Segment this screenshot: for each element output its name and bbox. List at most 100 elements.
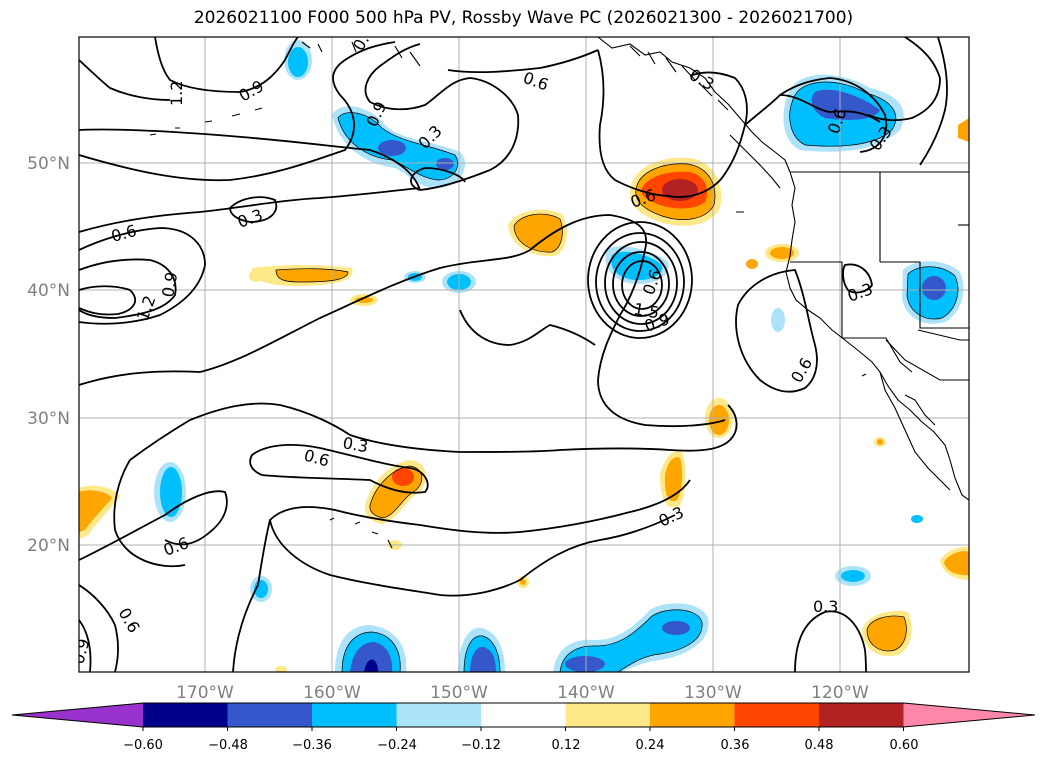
neg-blob [378, 140, 406, 156]
colorbar-tick-label: 0.36 [721, 738, 750, 753]
contour-0.3-bend [459, 309, 596, 346]
gulf-coast [904, 394, 936, 426]
longitude-labels: 170°W 160°W 150°W 140°W 130°W 120°W [176, 683, 869, 703]
colorbar-segment [227, 703, 313, 727]
contour-0.3-south2 [269, 514, 676, 597]
pos-blob [79, 490, 112, 532]
latitude-labels: 50°N 40°N 30°N 20°N [27, 154, 70, 556]
contour-label: 0.3 [341, 433, 369, 456]
contour-1.2-west [79, 285, 136, 316]
contour-0.6-subtrop [249, 444, 429, 494]
neg-blob [470, 646, 496, 672]
contour-small-0.6 [410, 167, 466, 191]
contour-0.3-upper [79, 187, 421, 233]
contour-0.3-ne [867, 37, 941, 122]
colorbar-segment [481, 703, 566, 727]
lon-label-170w: 170°W [176, 683, 234, 703]
contour-1.2-north [154, 37, 299, 93]
neg-blob [436, 158, 454, 170]
neg-blob [911, 515, 923, 523]
colorbar-extend-low [12, 703, 143, 727]
hawaii-islands [329, 517, 393, 549]
colorbar-segment [143, 703, 228, 727]
colorbar-segment [565, 703, 651, 727]
pos-blob [746, 259, 758, 269]
neg-blob [350, 642, 393, 672]
contour-0.9-sw-corner [79, 619, 92, 672]
neg-blob [364, 659, 378, 672]
lat-label-40n: 40°N [27, 281, 70, 301]
pos-blob [709, 405, 729, 435]
lon-label-120w: 120°W [811, 683, 869, 703]
pos-blob [520, 579, 526, 585]
contour-0.3-se [794, 610, 867, 672]
neg-blob [841, 570, 865, 582]
lon-label-140w: 140°W [557, 683, 615, 703]
contour-label: 1.5 [632, 299, 660, 322]
contour-0.3-north [79, 43, 520, 191]
contour-0.9-north [79, 59, 171, 101]
colorbar-labels: −0.60 −0.48 −0.36 −0.24 −0.12 0.12 0.24 … [123, 738, 918, 753]
pos-blob [664, 457, 683, 502]
contour-1.8-cutoff [621, 260, 663, 310]
neg-blob [565, 656, 605, 672]
anomaly-outlines [275, 81, 959, 672]
lon-label-160w: 160°W [303, 683, 361, 703]
neg-blob [771, 308, 785, 332]
pos-blob [877, 439, 883, 445]
contour-0.3-subtrop [189, 402, 738, 453]
contour-1.2-cutoff [604, 241, 678, 325]
contour-0.6-mid [447, 49, 599, 74]
contour-0.9-cutoff [595, 232, 685, 332]
colorbar-segment [650, 703, 735, 727]
colorbar-tick-label: −0.24 [377, 738, 417, 753]
map-frame [78, 36, 970, 673]
contour-0.3-east [597, 49, 748, 198]
neg-blob [288, 47, 308, 77]
pos-blob [867, 616, 907, 652]
contour-0.6-north [79, 41, 396, 182]
contour-0.6-west [79, 227, 206, 325]
pos-blob [958, 118, 969, 142]
state-border-ca [790, 261, 913, 373]
pv-contours [79, 37, 948, 672]
map-title: 2026021100 F000 500 hPa PV, Rossby Wave … [193, 8, 854, 28]
pos-blob [249, 270, 263, 282]
lat-label-30n: 30°N [27, 409, 70, 429]
colorbar-segment [819, 703, 904, 727]
neg-blob [662, 621, 690, 635]
contour-0.6-sw [113, 459, 186, 568]
baja-coast [879, 371, 951, 491]
contour-ne-edge [919, 37, 948, 166]
colorbar-tick-label: −0.36 [292, 738, 332, 753]
lon-label-150w: 150°W [430, 683, 488, 703]
north-america-coast [597, 37, 969, 501]
contour-0.3-south [232, 479, 691, 672]
pos-blob [944, 551, 969, 576]
neg-blob [160, 467, 182, 517]
colorbar-tick-label: 0.48 [805, 738, 834, 753]
colorbar-tick-label: 0.24 [636, 738, 665, 753]
pos-blob [355, 297, 373, 303]
map-area: 1.2 0.9 0.9 0.3 0.6 0.3 0.6 0.3 0.6 0.3 … [79, 37, 969, 672]
coastlines [149, 37, 969, 549]
lat-label-20n: 20°N [27, 536, 70, 556]
contour-0.3-subtrop-west [129, 419, 191, 461]
graticule [79, 37, 969, 672]
pos-blob [275, 666, 287, 672]
contour-label: 1.2 [167, 81, 186, 106]
contour-label: 0.3 [813, 597, 838, 616]
alaska-panhandle-islands [629, 45, 729, 111]
colorbar-segment [312, 703, 397, 727]
colorbar-tick-label: 0.60 [890, 738, 919, 753]
colorbar-segment [734, 703, 820, 727]
mexico-border-2 [885, 339, 969, 381]
contour-small-0.3 [229, 196, 278, 223]
pos-blob [770, 247, 794, 259]
pos-blob [276, 268, 348, 282]
colorbar-tick-label: −0.12 [461, 738, 501, 753]
contour-0.6-cutoff [587, 221, 693, 339]
contour-0.9-west [79, 258, 177, 319]
aleutian-dots [149, 107, 263, 136]
